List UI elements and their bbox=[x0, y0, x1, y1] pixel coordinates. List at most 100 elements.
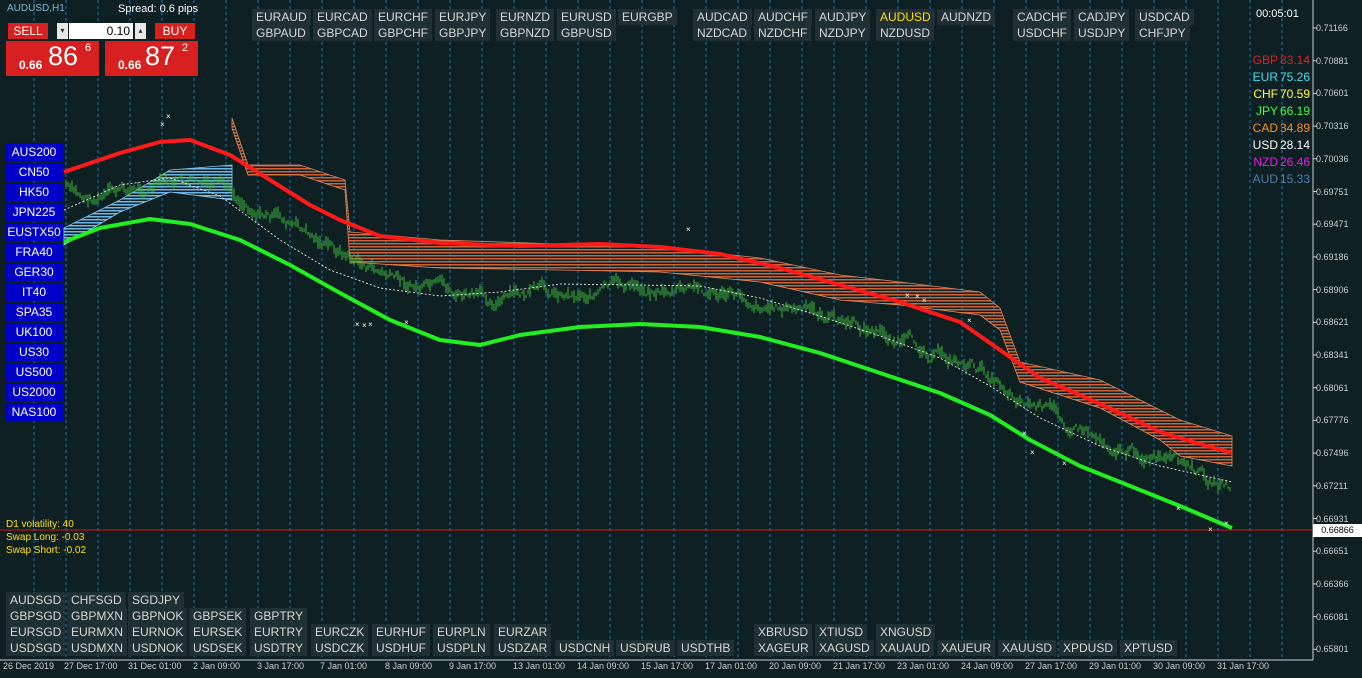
pair-button-chfsgd[interactable]: CHFSGD bbox=[67, 592, 126, 608]
buy-button[interactable]: BUY bbox=[155, 23, 195, 39]
pair-button-audnzd[interactable]: AUDNZD bbox=[937, 9, 995, 25]
pair-button-eurjpy[interactable]: EURJPY bbox=[435, 9, 491, 25]
pair-button-nzdjpy[interactable]: NZDJPY bbox=[815, 25, 870, 41]
pair-button-xageur[interactable]: XAGEUR bbox=[754, 640, 813, 656]
pair-button-xptusd[interactable]: XPTUSD bbox=[1120, 640, 1177, 656]
pair-button-usdzar[interactable]: USDZAR bbox=[494, 640, 552, 656]
pair-button-eurcad[interactable]: EURCAD bbox=[313, 9, 372, 25]
pair-button-audsgd[interactable]: AUDSGD bbox=[6, 592, 66, 608]
pair-button-xagusd[interactable]: XAGUSD bbox=[815, 640, 874, 656]
pair-button-eurnok[interactable]: EURNOK bbox=[128, 624, 188, 640]
buy-price-box[interactable]: 0.66 87 2 bbox=[105, 41, 198, 76]
index-button-nas100[interactable]: NAS100 bbox=[5, 403, 63, 421]
strength-row-jpy: JPY 66.19 bbox=[1236, 104, 1314, 119]
pair-button-xauusd[interactable]: XAUUSD bbox=[998, 640, 1057, 656]
index-button-uk100[interactable]: UK100 bbox=[5, 323, 63, 341]
fractal-marker: × bbox=[368, 320, 373, 329]
pair-button-eurtry[interactable]: EURTRY bbox=[250, 624, 307, 640]
pair-button-usdpln[interactable]: USDPLN bbox=[433, 640, 490, 656]
pair-button-gbptry[interactable]: GBPTRY bbox=[250, 608, 308, 624]
pair-button-eursgd[interactable]: EURSGD bbox=[6, 624, 66, 640]
pair-button-audchf[interactable]: AUDCHF bbox=[754, 9, 812, 25]
pair-button-gbpusd[interactable]: GBPUSD bbox=[557, 25, 616, 41]
pair-button-usdczk[interactable]: USDCZK bbox=[311, 640, 369, 656]
pair-button-eursek[interactable]: EURSEK bbox=[189, 624, 247, 640]
pair-button-eurnzd[interactable]: EURNZD bbox=[496, 9, 554, 25]
time-axis-label: 23 Jan 01:00 bbox=[897, 661, 950, 671]
pair-button-usdchf[interactable]: USDCHF bbox=[1013, 25, 1071, 41]
pair-button-usdhuf[interactable]: USDHUF bbox=[372, 640, 430, 656]
pair-button-nzdusd[interactable]: NZDUSD bbox=[876, 25, 934, 41]
pair-button-eurczk[interactable]: EURCZK bbox=[311, 624, 369, 640]
index-button-eustx50[interactable]: EUSTX50 bbox=[5, 223, 63, 241]
pair-button-usdtry[interactable]: USDTRY bbox=[250, 640, 308, 656]
index-button-us2000[interactable]: US2000 bbox=[5, 383, 63, 401]
lot-increase-icon[interactable]: ▴ bbox=[135, 23, 146, 39]
pair-button-xauaud[interactable]: XAUAUD bbox=[876, 640, 935, 656]
pair-button-gbpsgd[interactable]: GBPSGD bbox=[6, 608, 66, 624]
pair-button-usdmxn[interactable]: USDMXN bbox=[67, 640, 128, 656]
pair-button-xaueur[interactable]: XAUEUR bbox=[937, 640, 996, 656]
pair-button-eurhuf[interactable]: EURHUF bbox=[372, 624, 430, 640]
index-button-it40[interactable]: IT40 bbox=[5, 283, 63, 301]
pair-button-eurpln[interactable]: EURPLN bbox=[433, 624, 490, 640]
pair-button-eurusd[interactable]: EURUSD bbox=[557, 9, 616, 25]
time-axis-label: 2 Jan 09:00 bbox=[193, 661, 241, 671]
pair-button-euraud[interactable]: EURAUD bbox=[252, 9, 311, 25]
price-axis-label: 0.67776 bbox=[1316, 415, 1349, 426]
sell-price-box[interactable]: 0.66 86 6 bbox=[6, 41, 99, 76]
pair-button-eurzar[interactable]: EURZAR bbox=[494, 624, 552, 640]
index-button-aus200[interactable]: AUS200 bbox=[5, 143, 63, 161]
index-button-jpn225[interactable]: JPN225 bbox=[5, 203, 63, 221]
pair-button-xpdusd[interactable]: XPDUSD bbox=[1059, 640, 1118, 656]
pair-button-nzdcad[interactable]: NZDCAD bbox=[693, 25, 751, 41]
pair-button-eurchf[interactable]: EURCHF bbox=[374, 9, 432, 25]
time-axis-label: 24 Jan 09:00 bbox=[961, 661, 1014, 671]
price-axis-label: 0.70036 bbox=[1316, 153, 1349, 164]
pair-button-usdsek[interactable]: USDSEK bbox=[189, 640, 247, 656]
index-button-us30[interactable]: US30 bbox=[5, 343, 63, 361]
pair-button-gbpaud[interactable]: GBPAUD bbox=[252, 25, 310, 41]
pair-button-usdcad[interactable]: USDCAD bbox=[1135, 9, 1194, 25]
pair-button-xbrusd[interactable]: XBRUSD bbox=[754, 624, 813, 640]
pair-button-cadchf[interactable]: CADCHF bbox=[1013, 9, 1071, 25]
pair-button-gbpjpy[interactable]: GBPJPY bbox=[435, 25, 491, 41]
sell-button[interactable]: SELL bbox=[8, 23, 48, 39]
index-button-us500[interactable]: US500 bbox=[5, 363, 63, 381]
pair-button-usdnok[interactable]: USDNOK bbox=[128, 640, 188, 656]
pair-button-xngusd[interactable]: XNGUSD bbox=[876, 624, 936, 640]
index-button-cn50[interactable]: CN50 bbox=[5, 163, 63, 181]
lot-decrease-icon[interactable]: ▾ bbox=[57, 23, 68, 39]
fractal-marker: × bbox=[1030, 448, 1035, 457]
volatility-label: D1 volatility: 40 bbox=[6, 519, 74, 530]
pair-button-eurgbp[interactable]: EURGBP bbox=[618, 9, 677, 25]
index-button-hk50[interactable]: HK50 bbox=[5, 183, 63, 201]
index-button-ger30[interactable]: GER30 bbox=[5, 263, 63, 281]
pair-button-audjpy[interactable]: AUDJPY bbox=[815, 9, 871, 25]
pair-button-gbpcad[interactable]: GBPCAD bbox=[313, 25, 372, 41]
pair-button-audusd[interactable]: AUDUSD bbox=[876, 9, 935, 25]
pair-button-usdthb[interactable]: USDTHB bbox=[677, 640, 735, 656]
pair-button-gbpmxn[interactable]: GBPMXN bbox=[67, 608, 128, 624]
pair-button-gbpnzd[interactable]: GBPNZD bbox=[496, 25, 555, 41]
pair-button-xtiusd[interactable]: XTIUSD bbox=[815, 624, 868, 640]
index-button-spa35[interactable]: SPA35 bbox=[5, 303, 63, 321]
pair-button-usdcnh[interactable]: USDCNH bbox=[555, 640, 615, 656]
pair-button-usdrub[interactable]: USDRUB bbox=[616, 640, 675, 656]
pair-button-nzdchf[interactable]: NZDCHF bbox=[754, 25, 812, 41]
pair-button-gbpnok[interactable]: GBPNOK bbox=[128, 608, 188, 624]
lot-size-input[interactable]: 0.10 bbox=[69, 23, 133, 39]
pair-button-audcad[interactable]: AUDCAD bbox=[693, 9, 752, 25]
pair-button-cadjpy[interactable]: CADJPY bbox=[1074, 9, 1130, 25]
pair-button-usdsgd[interactable]: USDSGD bbox=[6, 640, 66, 656]
pair-button-usdjpy[interactable]: USDJPY bbox=[1074, 25, 1130, 41]
pair-button-eurmxn[interactable]: EURMXN bbox=[67, 624, 128, 640]
fractal-marker: × bbox=[362, 321, 367, 330]
pair-button-chfjpy[interactable]: CHFJPY bbox=[1135, 25, 1190, 41]
pair-button-gbpchf[interactable]: GBPCHF bbox=[374, 25, 433, 41]
pair-button-gbpsek[interactable]: GBPSEK bbox=[189, 608, 247, 624]
pair-button-sgdjpy[interactable]: SGDJPY bbox=[128, 592, 185, 608]
index-button-fra40[interactable]: FRA40 bbox=[5, 243, 63, 261]
